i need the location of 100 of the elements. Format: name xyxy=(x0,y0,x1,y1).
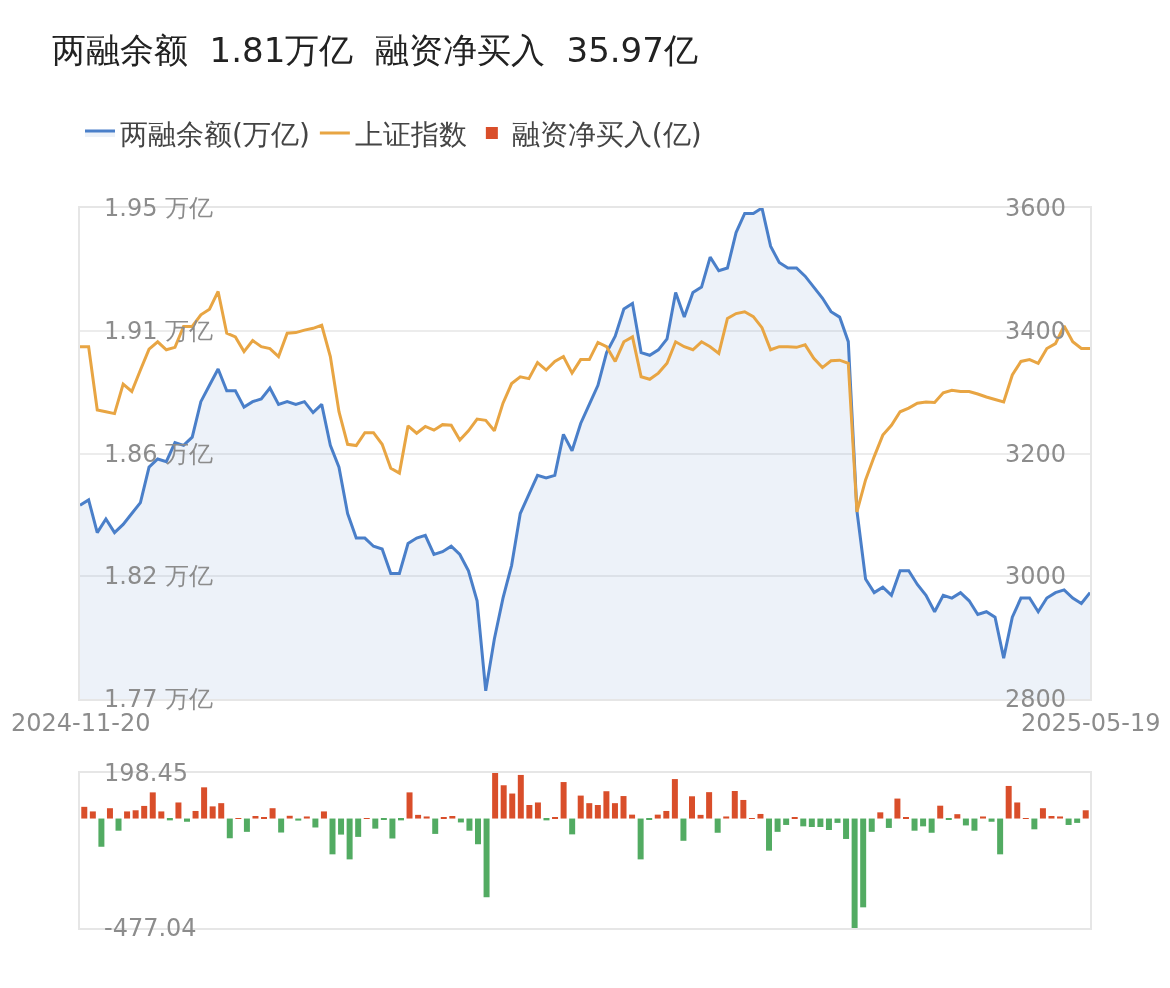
bar xyxy=(286,815,293,819)
bar xyxy=(329,818,336,855)
bar xyxy=(389,818,396,839)
bar xyxy=(885,818,892,828)
bar xyxy=(1065,818,1072,825)
bar xyxy=(911,818,918,831)
bar xyxy=(81,806,88,819)
bar xyxy=(620,796,627,819)
bar xyxy=(671,779,678,819)
legend-label: 上证指数 xyxy=(354,118,467,151)
bar xyxy=(303,816,310,819)
bar xyxy=(106,808,113,819)
bar xyxy=(988,818,995,822)
bar xyxy=(680,818,687,841)
bar xyxy=(783,818,790,825)
bar xyxy=(406,792,413,819)
line-series xyxy=(80,289,1090,514)
bar xyxy=(860,818,867,908)
bar xyxy=(663,810,670,819)
bar xyxy=(158,811,165,819)
bar xyxy=(1039,808,1046,819)
bar xyxy=(654,814,661,819)
bar xyxy=(997,818,1004,855)
bar xyxy=(1005,785,1012,819)
bar xyxy=(774,818,781,832)
bar xyxy=(115,818,122,831)
bar xyxy=(629,814,636,819)
bar xyxy=(415,814,422,819)
bar xyxy=(243,818,250,832)
bar xyxy=(766,818,773,851)
bar xyxy=(757,813,764,819)
bar xyxy=(586,803,593,819)
bar xyxy=(252,816,259,819)
bar xyxy=(714,818,721,833)
bar xyxy=(637,818,644,860)
bar xyxy=(517,774,524,819)
y2-tick-label: 3000 xyxy=(1005,562,1067,590)
bar xyxy=(226,818,233,839)
bar xyxy=(740,799,747,819)
bar xyxy=(689,796,695,819)
bar xyxy=(124,811,131,819)
bar xyxy=(500,785,507,819)
bar xyxy=(534,802,541,819)
bar xyxy=(526,805,533,819)
bar xyxy=(98,818,105,847)
bar xyxy=(1048,816,1055,819)
y2-tick-label: 3200 xyxy=(1005,440,1067,468)
bar xyxy=(355,818,362,837)
bar xyxy=(697,814,704,819)
bar xyxy=(894,798,901,819)
bar xyxy=(731,791,738,819)
legend-label: 两融余额(万亿) xyxy=(120,118,310,151)
legend-label: 融资净买入(亿) xyxy=(511,118,702,151)
y2-tick-label: 3600 xyxy=(1005,194,1067,222)
bar xyxy=(723,816,730,819)
bar xyxy=(980,816,986,819)
y-tick-label: 1.82 万亿 xyxy=(104,562,214,590)
y-tick-label: -477.04 xyxy=(104,914,197,942)
bar xyxy=(1074,818,1081,823)
bar xyxy=(141,805,148,819)
bar xyxy=(834,818,841,823)
bar xyxy=(1014,802,1021,819)
bar xyxy=(817,818,824,828)
bar xyxy=(320,811,327,819)
bar xyxy=(937,805,944,819)
y-tick-label: 1.95 万亿 xyxy=(104,194,214,222)
bar xyxy=(868,818,875,832)
bar xyxy=(971,818,978,831)
bar xyxy=(184,818,190,822)
bar xyxy=(218,803,225,819)
bar xyxy=(594,805,601,819)
bar xyxy=(132,810,139,819)
chart-title: 两融余额 1.81万亿 融资净买入 35.97亿 xyxy=(52,30,698,70)
bar xyxy=(175,802,182,819)
y-tick-label: 198.45 xyxy=(104,759,188,787)
bar xyxy=(475,818,481,845)
bar xyxy=(346,818,353,860)
bar xyxy=(149,792,156,819)
bar xyxy=(209,806,216,819)
bar xyxy=(509,793,516,819)
bar xyxy=(338,818,345,835)
bar xyxy=(1031,818,1038,830)
bar xyxy=(808,818,815,828)
bar xyxy=(569,818,576,835)
bar xyxy=(192,810,199,819)
bar xyxy=(423,816,430,819)
bar xyxy=(372,818,379,829)
bar xyxy=(492,773,499,819)
bar xyxy=(877,812,884,819)
bar xyxy=(1057,816,1064,819)
bar xyxy=(577,795,584,819)
bar xyxy=(825,818,832,831)
bar xyxy=(928,818,935,833)
bar xyxy=(560,782,567,819)
bar xyxy=(278,818,285,833)
bar xyxy=(843,818,850,839)
bar xyxy=(269,808,276,819)
bar xyxy=(706,792,713,819)
bar xyxy=(432,818,439,834)
bar xyxy=(851,818,858,928)
